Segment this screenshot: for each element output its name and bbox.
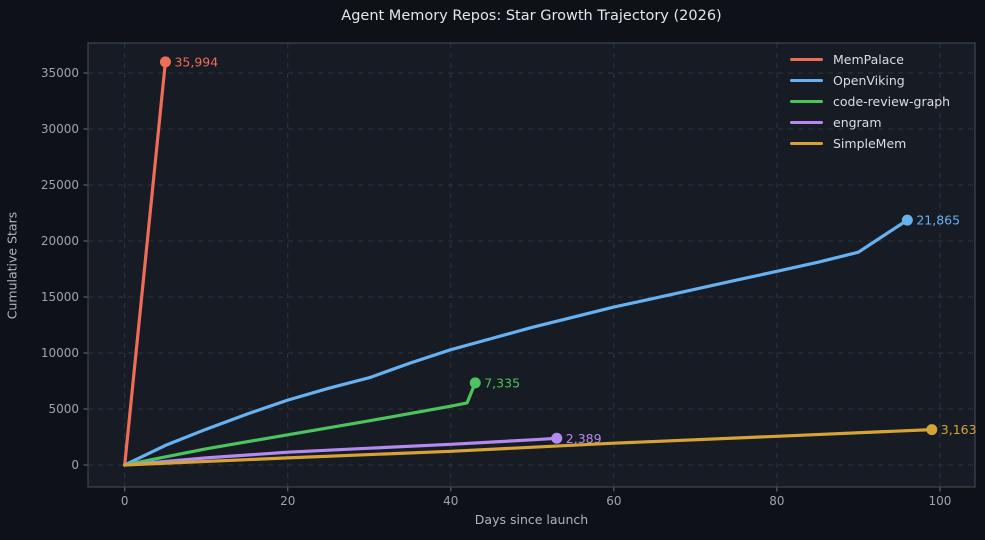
y-tick-label: 30000	[41, 122, 79, 136]
end-value-annotation-engram: 2,389	[566, 431, 602, 446]
series-endpoint-SimpleMem	[926, 424, 938, 436]
x-tick-label: 80	[769, 494, 784, 508]
legend-swatch-code-review-graph	[790, 99, 823, 104]
legend-item-MemPalace: MemPalace	[790, 49, 950, 70]
plot-area	[88, 43, 975, 487]
x-tick-label: 20	[280, 494, 295, 508]
y-axis-label: Cumulative Stars	[4, 211, 20, 320]
y-tick-label: 5000	[48, 402, 79, 416]
legend-swatch-MemPalace	[790, 57, 823, 62]
legend-label: code-review-graph	[833, 94, 951, 109]
y-tick-label: 20000	[41, 234, 79, 248]
y-tick-label: 25000	[41, 178, 79, 192]
series-endpoint-engram	[551, 432, 563, 444]
legend-item-SimpleMem: SimpleMem	[790, 133, 950, 154]
legend-label: OpenViking	[833, 73, 905, 88]
x-tick-label: 60	[606, 494, 621, 508]
legend-label: engram	[833, 115, 882, 130]
series-line-OpenViking	[123, 218, 909, 467]
legend-label: MemPalace	[833, 52, 904, 67]
legend-swatch-OpenViking	[790, 78, 823, 83]
end-value-annotation-MemPalace: 35,994	[174, 54, 218, 69]
series-line-code-review-graph	[123, 381, 477, 467]
series-endpoint-MemPalace	[159, 56, 171, 68]
legend-item-engram: engram	[790, 112, 950, 133]
x-tick-label: 40	[443, 494, 458, 508]
x-tick-label: 100	[928, 494, 951, 508]
legend-swatch-engram	[790, 120, 823, 125]
end-value-annotation-SimpleMem: 3,163	[941, 422, 977, 437]
legend-item-code-review-graph: code-review-graph	[790, 91, 950, 112]
y-tick-label: 10000	[41, 346, 79, 360]
chart-title: Agent Memory Repos: Star Growth Trajecto…	[341, 8, 722, 24]
plot-frame	[87, 42, 976, 488]
series-line-engram	[123, 436, 559, 467]
x-axis-label: Days since launch	[474, 512, 589, 527]
legend-item-OpenViking: OpenViking	[790, 70, 950, 91]
legend-swatch-SimpleMem	[790, 141, 823, 146]
series-line-MemPalace	[123, 60, 167, 467]
legend-label: SimpleMem	[833, 136, 907, 151]
end-value-annotation-code-review-graph: 7,335	[484, 375, 520, 390]
end-value-annotation-OpenViking: 21,865	[916, 213, 960, 228]
series-endpoint-code-review-graph	[469, 377, 481, 389]
y-tick-label: 0	[71, 458, 79, 472]
series-line-SimpleMem	[123, 428, 934, 467]
y-tick-label: 15000	[41, 290, 79, 304]
series-endpoint-OpenViking	[901, 214, 913, 226]
legend: MemPalace OpenViking code-review-graph engr…	[790, 49, 950, 154]
x-tick-label: 0	[121, 494, 129, 508]
y-tick-label: 35000	[41, 66, 79, 80]
